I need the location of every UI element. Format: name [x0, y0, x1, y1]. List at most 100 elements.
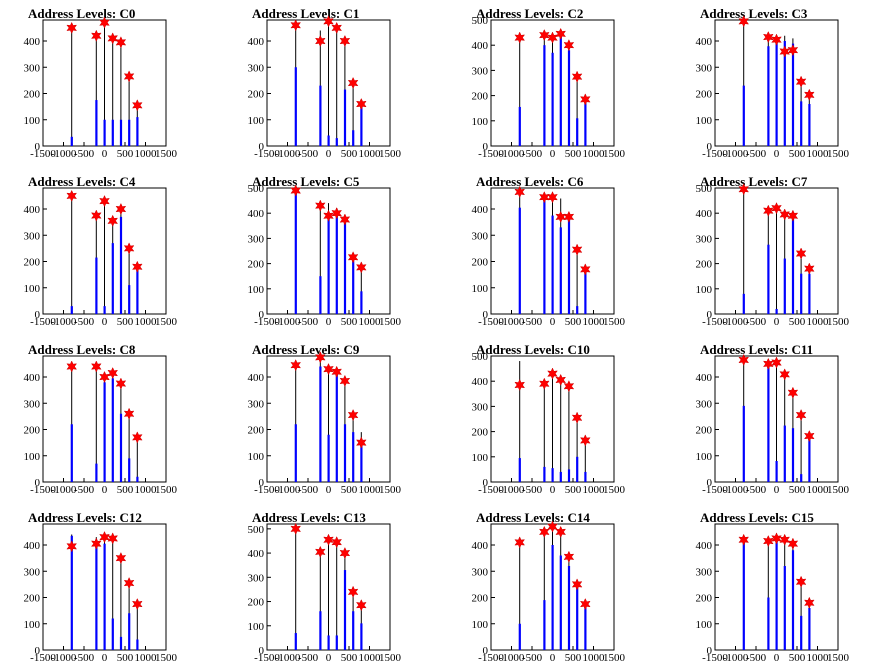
x-tick-label: -1500: [702, 316, 728, 328]
x-tick-label: 1000: [135, 148, 158, 160]
blue-bar: [70, 424, 73, 482]
x-tick-label: 500: [117, 484, 134, 496]
blue-bar: [742, 293, 745, 314]
blue-bar: [95, 539, 98, 650]
y-tick-label: 300: [696, 233, 713, 245]
blue-bar: [783, 425, 786, 482]
y-tick-label: 500: [472, 15, 489, 27]
y-tick-label: 200: [248, 425, 265, 437]
blue-bar: [128, 613, 131, 650]
peak-marker-star: [66, 21, 78, 35]
chart-title: Address Levels: C13: [252, 510, 366, 525]
chart-title: Address Levels: C0: [28, 6, 136, 21]
peak-marker-star: [66, 189, 78, 203]
y-tick-label: 0: [483, 645, 489, 657]
x-tick-label: -500: [746, 148, 767, 160]
blue-bar: [119, 636, 123, 650]
blue-bar: [119, 413, 123, 482]
blue-bar: [543, 198, 546, 314]
x-tick-label: 1500: [155, 652, 178, 664]
x-tick-label: 500: [789, 148, 806, 160]
peak-marker-star: [314, 351, 326, 364]
peak-marker-star: [331, 21, 343, 35]
x-tick-label: 500: [565, 652, 582, 664]
x-tick-label: 1000: [807, 652, 830, 664]
peak-marker-star: [538, 191, 550, 204]
x-tick-label: -1500: [30, 652, 56, 664]
peak-marker-star: [290, 184, 302, 197]
blue-bar: [742, 405, 745, 482]
x-tick-label: 500: [565, 148, 582, 160]
y-tick-label: 100: [24, 619, 41, 631]
blue-bar: [808, 273, 811, 314]
x-tick-label: -1500: [254, 652, 280, 664]
x-tick-label: 500: [789, 316, 806, 328]
peak-marker-star: [803, 429, 815, 443]
y-tick-label: 100: [472, 619, 489, 631]
chart-panel-c14: Address Levels: C14 0 100 200 300 400 -1500 -10…: [448, 504, 672, 672]
peak-marker-star: [555, 373, 567, 387]
peak-marker-star: [538, 525, 550, 539]
x-tick-label: -1000: [275, 484, 301, 496]
blue-bar: [518, 623, 521, 650]
peak-marker-star: [347, 585, 359, 598]
x-tick-label: 500: [565, 484, 582, 496]
peak-marker-star: [738, 183, 750, 196]
x-tick-label: 0: [326, 148, 332, 160]
x-tick-label: -1500: [30, 484, 56, 496]
y-tick-label: 400: [248, 36, 265, 48]
x-tick-label: 1500: [155, 148, 178, 160]
y-tick-label: 200: [696, 259, 713, 271]
x-tick-label: -1000: [51, 148, 77, 160]
x-tick-label: 500: [341, 148, 358, 160]
blue-bar: [95, 257, 98, 314]
blue-bar: [800, 615, 803, 650]
x-tick-label: 1000: [807, 484, 830, 496]
y-tick-label: 400: [248, 548, 265, 560]
chart-title: Address Levels: C1: [252, 6, 360, 21]
x-tick-label: 1500: [379, 316, 402, 328]
y-tick-label: 400: [472, 540, 489, 552]
x-tick-label: 1000: [583, 148, 606, 160]
blue-bar: [95, 463, 98, 482]
peak-marker-star: [538, 28, 550, 42]
blue-bar: [551, 52, 554, 147]
x-tick-label: -1000: [723, 652, 749, 664]
peak-marker-star: [514, 378, 526, 392]
blue-bar: [294, 67, 297, 146]
chart-panel-c2: Address Levels: C2 0 100 200 300 400 500 -1500-…: [448, 0, 672, 168]
y-tick-label: 400: [696, 540, 713, 552]
blue-bar: [767, 46, 770, 146]
blue-bar: [783, 566, 786, 650]
blue-bar: [576, 118, 579, 146]
x-tick-label: 500: [341, 484, 358, 496]
x-tick-label: 0: [550, 316, 556, 328]
blue-bar: [576, 306, 579, 314]
blue-bar: [543, 45, 546, 147]
y-tick-label: 400: [472, 376, 489, 388]
chart-panel-c13: Address Levels: C13 0 100 200 300 400 500 -1500…: [224, 504, 448, 672]
chart-panel-c0: Address Levels: C0 0 100 200 300 400 -1500 -100…: [0, 0, 224, 168]
blue-bar: [518, 458, 521, 482]
y-tick-label: 300: [696, 398, 713, 410]
peak-marker-star: [571, 411, 583, 424]
y-tick-label: 300: [24, 62, 41, 74]
peak-marker-star: [579, 597, 591, 611]
y-tick-label: 100: [248, 115, 265, 127]
peak-marker-star: [547, 520, 558, 533]
peak-marker-star: [355, 599, 367, 612]
y-tick-label: 400: [696, 36, 713, 48]
x-tick-label: -500: [298, 148, 319, 160]
x-tick-label: 1500: [379, 652, 402, 664]
blue-bar: [352, 611, 355, 650]
peak-marker-star: [339, 546, 351, 560]
x-tick-label: 1500: [155, 316, 178, 328]
chart-panel-c4: Address Levels: C4 0 100 200 300 400 -1500 -100…: [0, 168, 224, 336]
y-tick-label: 100: [24, 451, 41, 463]
chart-panel-c1: Address Levels: C1 0 100 200 300 400 -1500 -100…: [224, 0, 448, 168]
chart-panel-c6: Address Levels: C6 0 100 200 300 400 -1500 -100…: [448, 168, 672, 336]
peak-marker-star: [90, 209, 102, 222]
blue-bar: [103, 543, 106, 650]
